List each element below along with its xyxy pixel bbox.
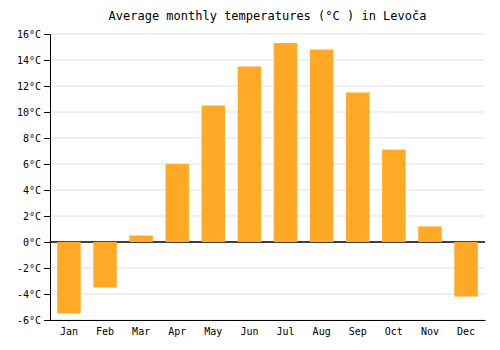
tick: 4°C	[23, 185, 50, 196]
tick: May	[204, 320, 222, 337]
tick-label: -4°C	[17, 289, 41, 300]
tick-label: 0°C	[23, 237, 41, 248]
tick-label: 4°C	[23, 185, 41, 196]
tick: Feb	[96, 320, 114, 337]
tick-label: May	[204, 326, 222, 337]
tick-label: 14°C	[17, 55, 41, 66]
bar	[346, 93, 369, 243]
tick: 12°C	[17, 81, 50, 92]
tick: -2°C	[17, 263, 50, 274]
chart: -6°C -4°C -2°C 0°C 2°C 4°C 6°C 8°C 10°C 12°C 14°C 1…	[0, 0, 500, 350]
tick: Oct	[385, 320, 403, 337]
tick-mark	[44, 216, 50, 217]
tick-mark	[44, 268, 50, 269]
tick: Mar	[132, 320, 150, 337]
tick-label: Jan	[60, 326, 78, 337]
grid-line	[50, 138, 485, 139]
bar	[238, 67, 261, 243]
tick: 6°C	[23, 159, 50, 170]
bar	[166, 164, 189, 242]
bars	[57, 43, 478, 313]
bar	[202, 106, 225, 243]
tick-mark	[44, 60, 50, 61]
title: Average monthly temperatures (°C ) in Le…	[109, 9, 427, 23]
tick-label: Apr	[168, 326, 186, 337]
tick-label: 10°C	[17, 107, 41, 118]
tick: 2°C	[23, 211, 50, 222]
tick-label: 6°C	[23, 159, 41, 170]
tick-label: 2°C	[23, 211, 41, 222]
tick-mark	[44, 138, 50, 139]
tick: 8°C	[23, 133, 50, 144]
grid	[50, 34, 485, 320]
tick-mark	[44, 242, 50, 243]
x-axis: Jan Feb Mar Apr May Jun Jul Aug Sep Oct Nov Dec	[51, 320, 486, 337]
tick: 14°C	[17, 55, 50, 66]
tick-mark	[44, 164, 50, 165]
bar	[382, 150, 405, 242]
tick-label: Dec	[457, 326, 475, 337]
tick: -4°C	[17, 289, 50, 300]
axis-line	[51, 320, 486, 321]
bar	[418, 226, 441, 242]
tick-label: Oct	[385, 326, 403, 337]
tick: Apr	[168, 320, 186, 337]
y-axis: -6°C -4°C -2°C 0°C 2°C 4°C 6°C 8°C 10°C 12°C 14°C 1…	[17, 29, 51, 326]
grid-line	[50, 164, 485, 165]
tick: 10°C	[17, 107, 50, 118]
tick: Jun	[240, 320, 258, 337]
grid-line	[50, 86, 485, 87]
tick-label: -6°C	[17, 315, 41, 326]
grid-line	[50, 190, 485, 191]
axis-line	[44, 35, 51, 321]
bar	[129, 236, 152, 243]
plot: -6°C -4°C -2°C 0°C 2°C 4°C 6°C 8°C 10°C 12°C 14°C 1…	[17, 29, 486, 337]
tick-label: Jun	[240, 326, 258, 337]
grid-line	[50, 216, 485, 217]
bar	[93, 242, 116, 288]
bar	[310, 50, 333, 242]
grid-line	[50, 294, 485, 295]
tick-mark	[44, 294, 50, 295]
tick-mark	[44, 86, 50, 87]
tick: 16°C	[17, 29, 50, 40]
tick-label: -2°C	[17, 263, 41, 274]
tick-label: 8°C	[23, 133, 41, 144]
tick-mark	[44, 34, 50, 35]
grid-line	[50, 34, 485, 35]
bar	[57, 242, 80, 314]
tick-label: 16°C	[17, 29, 41, 40]
tick-mark	[44, 320, 50, 321]
tick-label: Aug	[313, 326, 331, 337]
tick-mark	[44, 190, 50, 191]
tick-label: 12°C	[17, 81, 41, 92]
grid-line	[50, 112, 485, 113]
tick: Sep	[349, 320, 367, 337]
tick: -6°C	[17, 315, 50, 326]
tick-label: Mar	[132, 326, 150, 337]
bar	[454, 242, 477, 297]
bar	[274, 43, 297, 242]
grid-line	[50, 60, 485, 61]
tick-mark	[44, 112, 50, 113]
tick-label: Feb	[96, 326, 114, 337]
tick: 0°C	[23, 237, 50, 248]
tick: Jul	[277, 320, 295, 337]
tick: Dec	[457, 320, 475, 337]
grid-line	[50, 320, 485, 321]
tick-label: Sep	[349, 326, 367, 337]
tick: Nov	[421, 320, 439, 337]
tick-label: Jul	[277, 326, 295, 337]
tick-label: Nov	[421, 326, 439, 337]
tick: Jan	[60, 320, 78, 337]
tick: Aug	[313, 320, 331, 337]
